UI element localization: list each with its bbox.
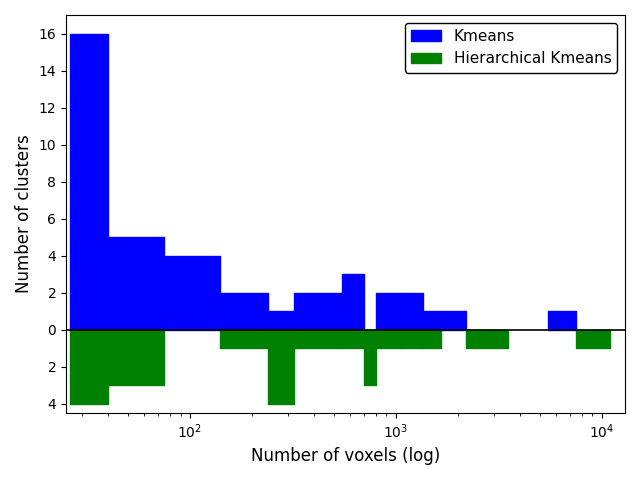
Y-axis label: Number of clusters: Number of clusters	[15, 135, 33, 293]
X-axis label: Number of voxels (log): Number of voxels (log)	[251, 447, 440, 465]
Legend: Kmeans, Hierarchical Kmeans: Kmeans, Hierarchical Kmeans	[404, 23, 618, 72]
